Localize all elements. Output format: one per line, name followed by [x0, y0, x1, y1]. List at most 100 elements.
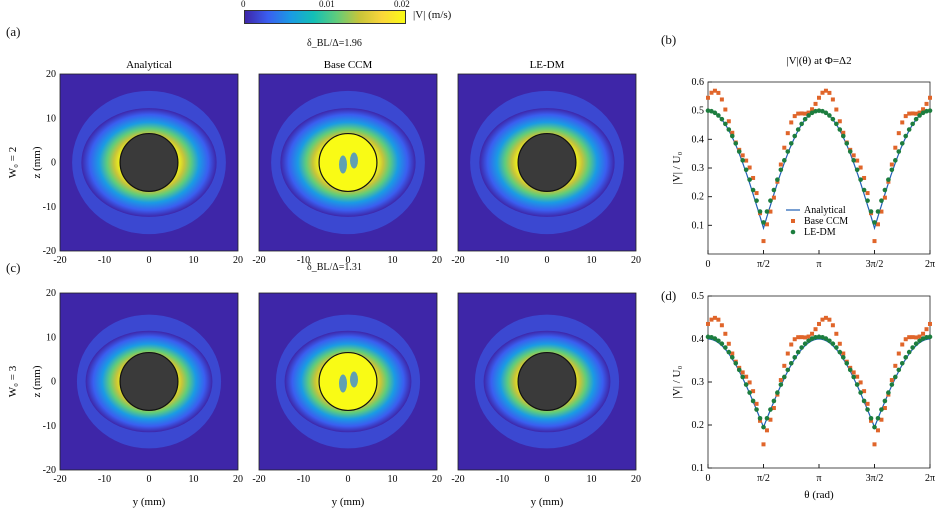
panel-frame: [258, 292, 438, 471]
series-marker: [865, 401, 870, 406]
series-marker: [723, 331, 728, 336]
cylinder-artifact: [339, 374, 347, 393]
cylinder-artifact: [350, 152, 358, 169]
y-tick-label: 0.4: [692, 134, 705, 145]
legend-label: LE-DM: [804, 227, 836, 238]
series-marker: [868, 416, 874, 421]
series-marker: [837, 349, 843, 355]
x-tick-label: 10: [388, 255, 398, 266]
series-marker: [851, 374, 856, 380]
panel-frame: [258, 73, 438, 252]
y-axis-label: |V| / U₀: [671, 365, 683, 398]
series-marker: [834, 121, 839, 127]
series-marker: [778, 378, 783, 383]
x-tick-label: 0: [346, 474, 351, 485]
series-marker: [861, 398, 867, 404]
series-marker: [764, 428, 769, 433]
series-marker: [903, 114, 908, 119]
x-tick-label: π: [816, 473, 821, 484]
series-marker: [796, 111, 801, 116]
series-marker: [747, 380, 752, 385]
x-tick-label: 0: [706, 473, 711, 484]
series-marker: [910, 111, 915, 116]
series-marker: [840, 133, 846, 139]
series-marker: [837, 127, 843, 132]
x-tick-label: 0: [147, 255, 152, 266]
series-marker: [837, 341, 842, 346]
series-marker: [830, 341, 836, 347]
x-tick-label: 0: [545, 474, 550, 485]
row-title-1: δ_BL/Δ=1.96: [307, 38, 362, 49]
series-marker: [896, 131, 901, 136]
series-marker: [900, 120, 905, 125]
series-marker: [882, 406, 887, 411]
legend-swatch: [790, 229, 796, 235]
series-marker: [792, 114, 797, 119]
series-marker: [847, 149, 853, 154]
cylinder-artifact: [350, 371, 358, 388]
series-marker: [840, 355, 846, 360]
series-marker: [893, 374, 898, 380]
series-marker: [719, 323, 724, 328]
contour-panel-1-3: -20 -10 0 10 20: [451, 73, 641, 266]
x-tick-label: 3π/2: [866, 473, 884, 484]
y-tick-label: -10: [43, 421, 56, 432]
contour-panel-2-2: -20 -10 0 10 20: [252, 292, 442, 485]
series-marker: [879, 198, 884, 203]
series-marker: [768, 407, 773, 412]
series-marker: [740, 374, 745, 380]
series-marker: [806, 113, 811, 118]
x-tick-label: 0: [147, 474, 152, 485]
series-marker: [851, 153, 856, 158]
series-marker: [903, 355, 909, 360]
series-marker: [754, 198, 759, 203]
series-marker: [879, 209, 884, 214]
series-marker: [920, 336, 926, 341]
series-marker: [761, 442, 766, 447]
series-marker: [799, 345, 804, 350]
series-marker: [900, 342, 905, 347]
contour-panel-2-1: -20-20 -10 -10 0 0 10 10 20 20: [43, 288, 243, 485]
series-marker: [764, 415, 770, 421]
y-tick-label: 0.4: [692, 334, 705, 345]
series-marker: [719, 97, 724, 102]
x-tick-label: -10: [496, 474, 509, 485]
series-marker: [789, 342, 794, 347]
series-marker: [733, 141, 739, 146]
colorbar-tick-0: 0: [241, 0, 246, 9]
series-marker: [806, 110, 811, 115]
series-marker: [709, 334, 714, 340]
series-marker: [899, 360, 905, 366]
x-tick-label: 10: [388, 474, 398, 485]
series-marker: [775, 177, 780, 182]
series-marker: [709, 317, 714, 322]
series-marker: [910, 345, 915, 350]
series-marker: [820, 108, 825, 114]
series-marker: [802, 116, 808, 122]
series-marker: [927, 334, 933, 340]
series-marker: [865, 407, 870, 412]
x-tick-label: 2π: [925, 473, 935, 484]
series-marker: [813, 108, 818, 114]
series-marker: [771, 406, 776, 411]
series-marker: [869, 418, 874, 423]
series-marker: [823, 110, 829, 116]
series-marker: [782, 158, 787, 163]
colorbar-tick-2: 0.02: [394, 0, 410, 9]
series-marker: [743, 167, 749, 173]
series-marker: [851, 158, 856, 163]
row-label: W₀ = 2: [7, 147, 19, 178]
y-axis-label: z (mm): [31, 146, 43, 178]
x-tick-label: 10: [587, 474, 597, 485]
series-marker: [729, 355, 735, 360]
series-marker: [761, 239, 766, 244]
series-marker: [736, 367, 742, 373]
y-tick-label: 10: [46, 113, 56, 124]
series-marker: [868, 209, 874, 214]
series-marker: [827, 317, 832, 322]
series-marker: [792, 337, 797, 342]
x-axis-label: y (mm): [332, 496, 365, 508]
series-marker: [882, 195, 887, 200]
